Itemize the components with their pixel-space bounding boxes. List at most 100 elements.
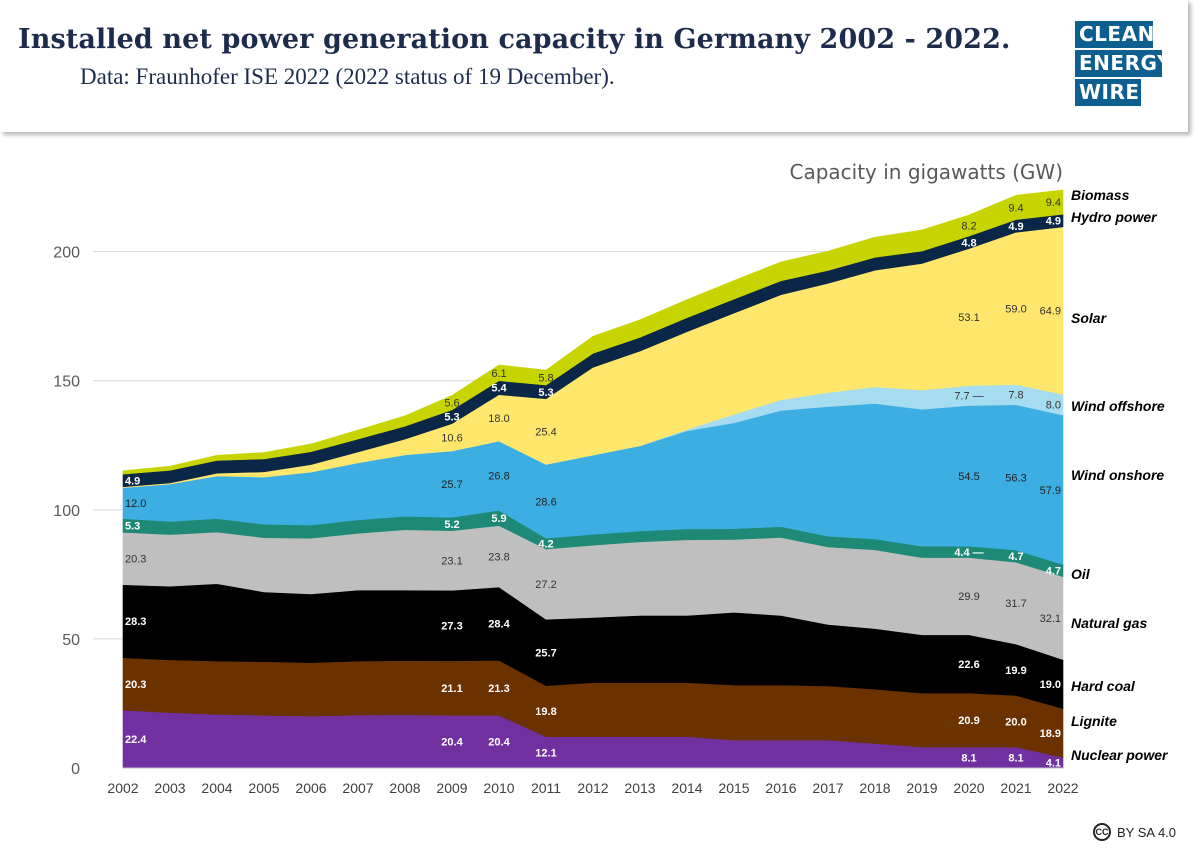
data-label-natural-gas-2021: 31.7 bbox=[1005, 598, 1026, 610]
data-label-hydro-power-2022: 4.9 bbox=[1046, 216, 1061, 228]
x-tick-label-2012: 2012 bbox=[577, 780, 608, 796]
x-tick-label-2019: 2019 bbox=[906, 780, 937, 796]
y-tick-label-200: 200 bbox=[53, 245, 80, 262]
data-label-nuclear-power-2002: 22.4 bbox=[125, 734, 147, 746]
data-label-hydro-power-2021: 4.9 bbox=[1008, 221, 1023, 233]
data-label-hydro-power-2009: 5.3 bbox=[444, 412, 459, 424]
data-label-biomass-2020: 8.2 bbox=[961, 221, 976, 233]
x-tick-label-2009: 2009 bbox=[436, 780, 467, 796]
legend-label-solar: Solar bbox=[1071, 310, 1108, 326]
y-tick-label-150: 150 bbox=[53, 374, 80, 391]
data-label-hard-coal-2002: 28.3 bbox=[125, 616, 146, 628]
data-label-nuclear-power-2010: 20.4 bbox=[488, 737, 510, 749]
legend-label-natural-gas: Natural gas bbox=[1071, 615, 1147, 631]
data-label-hard-coal-2010: 28.4 bbox=[488, 619, 510, 631]
data-label-lignite-2020: 20.9 bbox=[958, 715, 979, 727]
data-label-lignite-2002: 20.3 bbox=[125, 679, 146, 691]
x-tick-label-2022: 2022 bbox=[1047, 780, 1078, 796]
page-subtitle: Data: Fraunhofer ISE 2022 (2022 status o… bbox=[80, 64, 615, 89]
license-notice: CC BY SA 4.0 bbox=[1093, 822, 1176, 842]
x-tick-label-2013: 2013 bbox=[624, 780, 655, 796]
data-label-solar-2002: 1.3 bbox=[125, 473, 140, 485]
x-tick-label-2006: 2006 bbox=[295, 780, 326, 796]
data-label-biomass-2021: 9.4 bbox=[1008, 202, 1023, 214]
data-label-natural-gas-2009: 23.1 bbox=[441, 556, 462, 568]
y-tick-label-100: 100 bbox=[53, 503, 80, 520]
legend-label-oil: Oil bbox=[1071, 566, 1091, 582]
x-tick-label-2014: 2014 bbox=[671, 780, 702, 796]
data-label-nuclear-power-2009: 20.4 bbox=[441, 737, 463, 749]
x-tick-label-2021: 2021 bbox=[1000, 780, 1031, 796]
data-label-oil-2009: 5.2 bbox=[444, 519, 459, 531]
data-label-wind-onshore-2009: 25.7 bbox=[441, 479, 462, 491]
data-label-oil-2002: 5.3 bbox=[125, 520, 140, 532]
data-label-wind-onshore-2020: 54.5 bbox=[958, 471, 979, 483]
area-biomass bbox=[122, 189, 1064, 475]
data-label-hard-coal-2020: 22.6 bbox=[958, 659, 979, 671]
data-label-solar-2011: 25.4 bbox=[535, 427, 556, 439]
data-label-natural-gas-2010: 23.8 bbox=[488, 551, 509, 563]
data-label-lignite-2021: 20.0 bbox=[1005, 716, 1026, 728]
data-label-hard-coal-2022: 19.0 bbox=[1040, 679, 1061, 691]
legend-label-nuclear-power: Nuclear power bbox=[1071, 747, 1169, 763]
data-label-wind-onshore-2022: 57.9 bbox=[1040, 485, 1061, 497]
legend-label-hard-coal: Hard coal bbox=[1071, 678, 1136, 694]
x-tick-label-2015: 2015 bbox=[718, 780, 749, 796]
data-label-hard-coal-2009: 27.3 bbox=[441, 621, 462, 633]
logo-line-clean: CLEAN bbox=[1075, 21, 1154, 48]
x-tick-label-2007: 2007 bbox=[342, 780, 373, 796]
data-label-lignite-2022: 18.9 bbox=[1040, 728, 1061, 740]
license-text: BY SA 4.0 bbox=[1117, 824, 1177, 840]
data-label-solar-2020: 53.1 bbox=[958, 312, 979, 324]
data-label-oil-2021: 4.7 bbox=[1008, 551, 1023, 563]
data-label-lignite-2011: 19.8 bbox=[535, 706, 556, 718]
data-label-natural-gas-2011: 27.2 bbox=[535, 579, 556, 591]
data-label-biomass-2010: 6.1 bbox=[491, 368, 506, 380]
data-labels: 22.4 20.4 20.4 12.1 8.1 8.1 4.1 20.3 21.1 21.3 19.… bbox=[125, 197, 1061, 770]
data-label-wind-offshore-2020: 7.7 — bbox=[954, 391, 983, 403]
x-tick-label-2016: 2016 bbox=[765, 780, 796, 796]
logo-line-wire: WIRE bbox=[1075, 79, 1141, 106]
header-banner: Installed net power generation capacity … bbox=[0, 0, 1188, 132]
x-tick-label-2002: 2002 bbox=[107, 780, 138, 796]
x-tick-label-2003: 2003 bbox=[154, 780, 185, 796]
data-label-hydro-power-2020: 4.8 bbox=[961, 237, 976, 249]
legend-label-hydro-power: Hydro power bbox=[1071, 209, 1158, 225]
data-label-biomass-2022: 9.4 bbox=[1046, 197, 1061, 209]
data-label-natural-gas-2002: 20.3 bbox=[125, 553, 146, 565]
x-tick-label-2017: 2017 bbox=[812, 780, 843, 796]
x-tick-label-2018: 2018 bbox=[859, 780, 890, 796]
data-label-wind-onshore-2021: 56.3 bbox=[1005, 472, 1026, 484]
axes: 0 50 100 150 200 2002 2003 2004 2005 2006 2007 2008… bbox=[53, 160, 1078, 796]
y-tick-label-50: 50 bbox=[62, 632, 80, 649]
legend-label-lignite: Lignite bbox=[1071, 713, 1117, 729]
data-label-natural-gas-2022: 32.1 bbox=[1040, 613, 1061, 625]
area-series bbox=[122, 189, 1064, 769]
x-tick-label-2004: 2004 bbox=[201, 780, 232, 796]
chart-title: Capacity in gigawatts (GW) bbox=[789, 160, 1063, 184]
data-label-lignite-2009: 21.1 bbox=[441, 683, 462, 695]
data-label-nuclear-power-2011: 12.1 bbox=[535, 747, 556, 759]
data-label-hydro-power-2002: 4.9 bbox=[125, 476, 140, 488]
data-label-natural-gas-2020: 29.9 bbox=[958, 591, 979, 603]
data-label-biomass-2011: 5.8 bbox=[538, 373, 553, 385]
data-label-solar-2021: 59.0 bbox=[1005, 303, 1026, 315]
data-label-solar-2022: 64.9 bbox=[1040, 306, 1061, 318]
data-label-lignite-2010: 21.3 bbox=[488, 683, 509, 695]
data-label-nuclear-power-2021: 8.1 bbox=[1008, 753, 1023, 765]
legend-label-biomass: Biomass bbox=[1071, 187, 1130, 203]
data-label-wind-onshore-2011: 28.6 bbox=[535, 496, 556, 508]
creative-commons-icon: CC bbox=[1093, 823, 1111, 841]
data-label-hard-coal-2021: 19.9 bbox=[1005, 665, 1026, 677]
data-label-nuclear-power-2022: 4.1 bbox=[1046, 758, 1061, 770]
data-label-nuclear-power-2020: 8.1 bbox=[961, 753, 976, 765]
x-tick-label-2020: 2020 bbox=[953, 780, 984, 796]
data-label-oil-2010: 5.9 bbox=[491, 513, 506, 525]
data-label-oil-2022: 4.7 bbox=[1046, 566, 1061, 578]
data-label-solar-2009: 10.6 bbox=[441, 432, 462, 444]
clean-energy-wire-logo: CLEAN ENERGY WIRE bbox=[1075, 21, 1171, 108]
data-label-oil-2020: 4.4 — bbox=[954, 547, 983, 559]
legend-label-wind-onshore: Wind onshore bbox=[1071, 467, 1164, 483]
y-tick-label-0: 0 bbox=[71, 761, 80, 778]
